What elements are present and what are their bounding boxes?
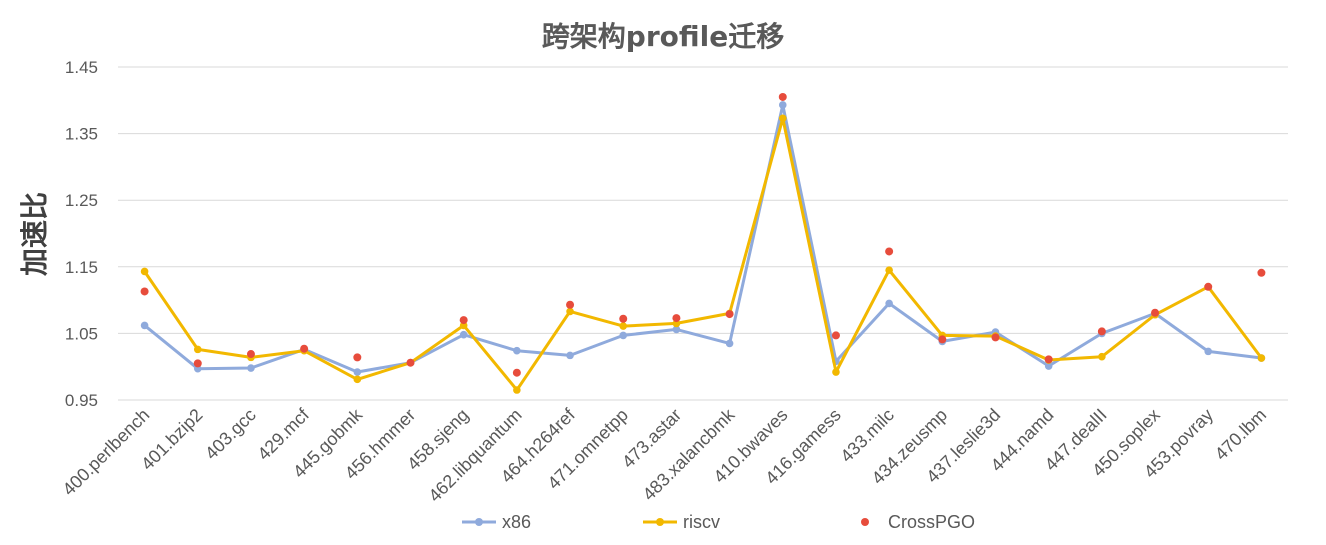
data-point-CrossPGO — [725, 310, 734, 319]
x-tick-label: 470.lbm — [1211, 405, 1270, 464]
data-point-CrossPGO — [885, 247, 894, 256]
x-tick-label: 403.gcc — [201, 405, 260, 464]
x-tick-label: 400.perlbench — [59, 405, 154, 500]
data-point-x86 — [672, 325, 681, 334]
data-point-riscv — [1098, 352, 1106, 361]
series-line-riscv — [143, 116, 1263, 392]
data-point-riscv — [353, 375, 362, 384]
data-point-riscv — [778, 114, 787, 123]
chart-title: 跨架构profile迁移 — [542, 20, 784, 53]
legend-label: CrossPGO — [888, 512, 975, 532]
data-point-x86 — [1204, 347, 1213, 356]
legend-label: x86 — [502, 512, 531, 532]
data-point-CrossPGO — [300, 344, 309, 353]
y-tick-label: 1.25 — [65, 191, 98, 210]
data-point-riscv — [1257, 354, 1266, 362]
legend-marker-swatch — [475, 518, 483, 526]
y-tick-label: 1.05 — [65, 324, 98, 343]
data-point-x86 — [459, 330, 468, 339]
data-point-riscv — [513, 386, 521, 394]
data-point-CrossPGO — [938, 335, 947, 344]
data-point-x86 — [247, 364, 255, 372]
legend-item-x86: x86 — [462, 512, 531, 532]
y-axis-label: 加速比 — [18, 192, 51, 276]
data-point-CrossPGO — [1044, 355, 1053, 364]
series-x86 — [140, 101, 1266, 376]
data-point-CrossPGO — [672, 314, 681, 323]
data-point-CrossPGO — [619, 314, 628, 323]
series-layer — [140, 92, 1266, 394]
y-tick-label: 1.35 — [65, 125, 98, 144]
data-point-riscv — [832, 368, 840, 376]
data-point-CrossPGO — [353, 353, 362, 362]
data-point-CrossPGO — [1097, 327, 1106, 336]
data-point-riscv — [619, 322, 628, 330]
x-tick-label: 462.libquantum — [425, 405, 526, 506]
x-axis-ticks: 400.perlbench401.bzip2403.gcc429.mcf445.… — [59, 404, 1271, 506]
data-point-riscv — [566, 307, 574, 316]
series-line-x86 — [143, 103, 1262, 374]
data-point-x86 — [353, 368, 362, 376]
data-point-CrossPGO — [406, 358, 415, 367]
legend-marker-swatch — [656, 518, 664, 526]
legend: x86 riscv CrossPGO — [462, 512, 975, 532]
data-point-CrossPGO — [193, 359, 202, 368]
x-tick-label: 483.xalancbmk — [639, 404, 739, 504]
data-point-x86 — [885, 299, 893, 308]
data-point-CrossPGO — [246, 350, 255, 359]
y-tick-label: 0.95 — [65, 391, 98, 410]
data-point-CrossPGO — [512, 368, 521, 377]
y-axis-ticks: 0.95 1.05 1.15 1.25 1.35 1.45 — [65, 58, 98, 410]
gridlines — [118, 66, 1288, 401]
data-point-CrossPGO — [566, 300, 575, 309]
data-point-CrossPGO — [778, 92, 787, 101]
data-point-riscv — [885, 266, 893, 274]
legend-marker-swatch — [861, 518, 869, 526]
data-point-x86 — [778, 101, 787, 109]
data-point-x86 — [619, 331, 628, 340]
data-point-CrossPGO — [140, 287, 149, 296]
data-point-riscv — [193, 345, 202, 354]
data-point-x86 — [1044, 362, 1053, 370]
data-point-CrossPGO — [1204, 282, 1213, 291]
data-point-CrossPGO — [831, 331, 840, 340]
data-point-CrossPGO — [459, 316, 468, 325]
y-tick-label: 1.45 — [65, 58, 98, 77]
data-point-CrossPGO — [1257, 268, 1266, 277]
data-point-x86 — [725, 339, 734, 348]
series-CrossPGO — [140, 92, 1266, 377]
legend-item-CrossPGO: CrossPGO — [861, 512, 975, 532]
y-tick-label: 1.15 — [65, 258, 98, 277]
legend-item-riscv: riscv — [643, 512, 720, 532]
data-point-x86 — [513, 346, 521, 355]
data-point-CrossPGO — [991, 333, 1000, 342]
data-point-x86 — [566, 351, 574, 360]
legend-label: riscv — [683, 512, 720, 532]
data-point-x86 — [140, 321, 149, 330]
data-point-riscv — [140, 267, 149, 276]
data-point-CrossPGO — [1151, 308, 1160, 317]
series-riscv — [140, 114, 1266, 394]
